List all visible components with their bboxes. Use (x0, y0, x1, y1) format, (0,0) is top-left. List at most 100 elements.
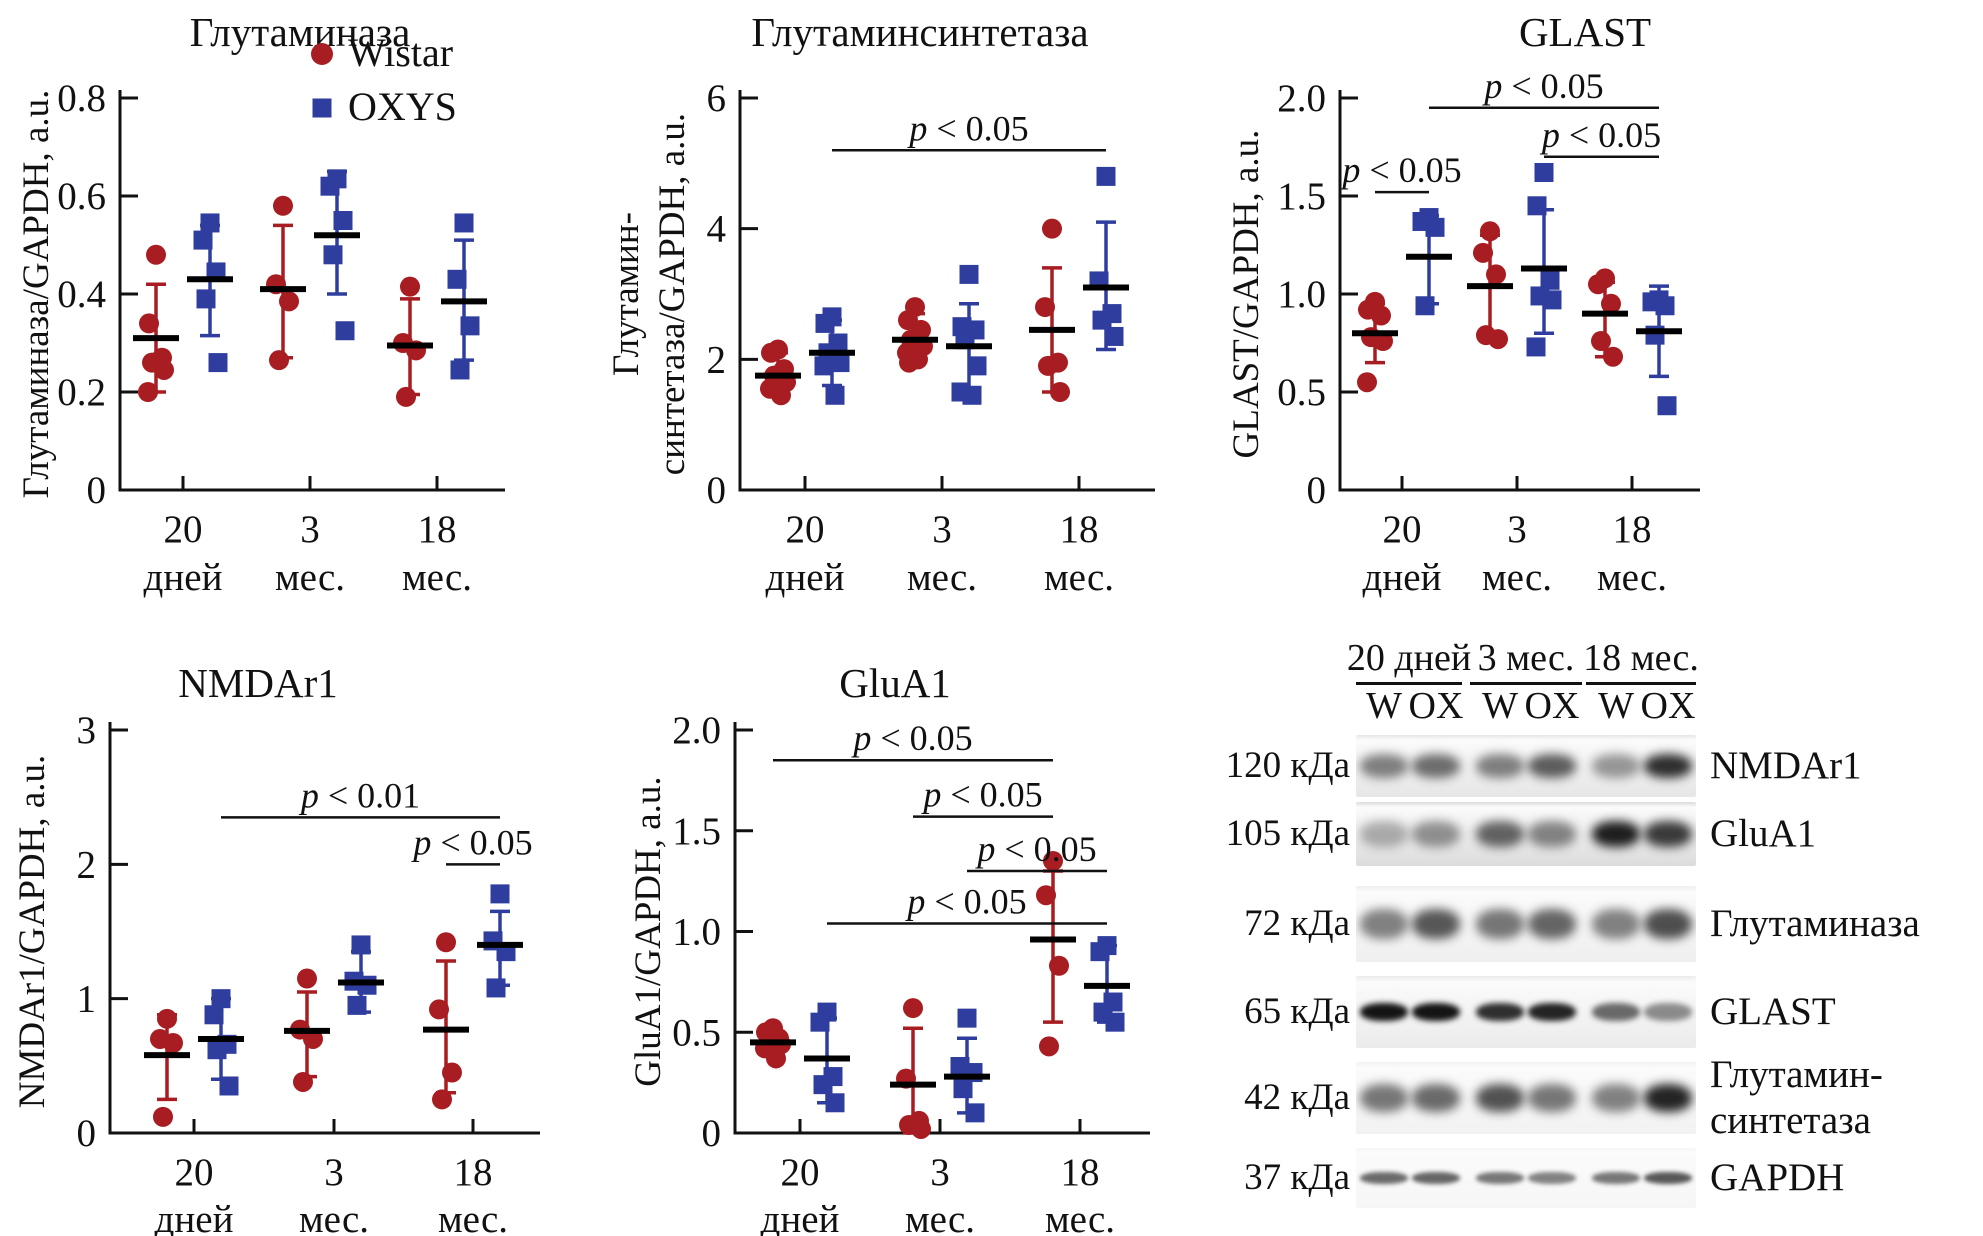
data-point (761, 342, 781, 363)
y-tick-label: 1.5 (672, 810, 721, 853)
panel-title: Глутаминаза (190, 9, 411, 55)
legend: Wistar OXYS (311, 30, 457, 129)
data-point (1486, 264, 1506, 285)
y-axis-label: GluA1/GAPDH, a.u. (628, 776, 669, 1086)
data-point (766, 1048, 786, 1069)
blot-weight-label: 120 кДа (1225, 745, 1350, 786)
data-point (815, 313, 835, 333)
data-point (1534, 162, 1554, 182)
y-tick-label: 1.0 (672, 911, 721, 954)
data-point (1657, 396, 1677, 416)
y-tick-label: 2 (707, 338, 727, 381)
significance-label: p < 0.05 (1339, 150, 1461, 190)
data-point (1104, 326, 1124, 346)
x-group-label: 20 (175, 1151, 214, 1194)
blot-weight-label: 37 кДа (1244, 1157, 1350, 1198)
x-group-label: дней (761, 1198, 840, 1236)
significance-label: p < 0.05 (904, 881, 1026, 921)
data-point (1542, 290, 1562, 310)
significance-label: p < 0.05 (974, 829, 1096, 869)
blot-band (1592, 821, 1640, 847)
blot-band (1644, 1084, 1692, 1112)
data-point (1049, 955, 1069, 976)
data-point (333, 211, 353, 230)
y-tick-label: 0 (707, 469, 727, 512)
x-group-label: 3 (300, 508, 320, 551)
significance-label: p < 0.05 (1539, 115, 1661, 155)
data-point (1038, 355, 1058, 376)
blot-band (1476, 1003, 1524, 1021)
blot-protein-label: Глутаминаза (1710, 901, 1920, 947)
x-group-label: дней (766, 556, 845, 599)
data-point (297, 968, 317, 989)
blot-age-label: 3 мес. (1477, 637, 1575, 679)
blot-protein-label: GAPDH (1710, 1155, 1844, 1201)
panel-nmdar1: NMDAr1 NMDAr1/GAPDH, a.u. 0 1 2 3 20 дней 3 мес. 1… (12, 660, 540, 1236)
blot-age-label: 18 мес. (1583, 637, 1699, 679)
data-point (1036, 885, 1056, 906)
blot-protein-line: GAPDH (1710, 1156, 1845, 1199)
data-point (208, 353, 228, 373)
blot-age-underline (1586, 682, 1696, 685)
data-point (138, 382, 158, 402)
blot-band (1360, 1172, 1408, 1184)
blot-protein-line: Глутаминаза (1710, 902, 1920, 945)
x-group-label: 20 (781, 1151, 820, 1194)
y-tick-label: 0 (1307, 469, 1327, 512)
x-group-label: 20 (164, 508, 203, 551)
blot-strip (1356, 1148, 1696, 1208)
data-point (953, 1079, 973, 1099)
data-point (1488, 329, 1508, 350)
blot-age-underline (1356, 682, 1462, 685)
y-tick-label: 2.0 (672, 709, 721, 752)
x-group-label: мес. (299, 1198, 369, 1236)
data-point (196, 289, 216, 309)
data-point (312, 98, 332, 118)
panel-title: Глутаминсинтетаза (751, 9, 1088, 55)
blot-band (1360, 754, 1408, 778)
data-point (320, 176, 340, 196)
data-point (1357, 372, 1377, 393)
blot-band (1360, 1084, 1408, 1112)
x-group-label: 3 (930, 1151, 950, 1194)
blot-band (1644, 1172, 1692, 1184)
blot-band (1476, 1172, 1524, 1184)
data-point (207, 1040, 227, 1060)
data-point (163, 1032, 183, 1053)
y-axis-label: Глутаминаза/GAPDH, a.u. (16, 90, 57, 499)
y-tick-label: 0.5 (672, 1011, 721, 1054)
data-point (957, 1008, 977, 1028)
data-point (157, 1008, 177, 1029)
x-group-label: мес. (1044, 556, 1114, 599)
blot-protein-line: NMDAr1 (1710, 744, 1862, 787)
blot-band (1528, 1003, 1576, 1021)
data-point (351, 935, 371, 955)
data-point (1601, 293, 1621, 314)
data-point (965, 1103, 985, 1123)
data-point (1050, 382, 1070, 402)
data-point (1591, 331, 1611, 352)
data-point (825, 385, 845, 405)
blot-weight-label: 42 кДа (1244, 1077, 1350, 1118)
blot-strip (1356, 1062, 1696, 1134)
data-point (1655, 296, 1675, 316)
x-group-label: 18 (1061, 1151, 1100, 1194)
blot-protein-line: Глутамин- (1710, 1053, 1883, 1096)
data-point (830, 353, 850, 373)
data-point (193, 230, 213, 250)
western-blot-panel: 20 дней 3 мес. 18 мес. W OX W OX W OX 120 кДа NMDA… (1150, 600, 1983, 1236)
data-point (486, 978, 506, 998)
x-group-label: мес. (402, 556, 472, 599)
data-point (1588, 274, 1608, 295)
x-group-label: 18 (454, 1151, 493, 1194)
data-point (825, 1093, 845, 1113)
data-point (903, 998, 923, 1019)
data-point (490, 884, 510, 904)
data-point (303, 1028, 323, 1049)
y-tick-label: 0 (702, 1112, 722, 1155)
x-group-label: дней (155, 1198, 234, 1236)
data-point (293, 1071, 313, 1092)
data-point (814, 356, 834, 376)
blot-band (1644, 909, 1692, 939)
